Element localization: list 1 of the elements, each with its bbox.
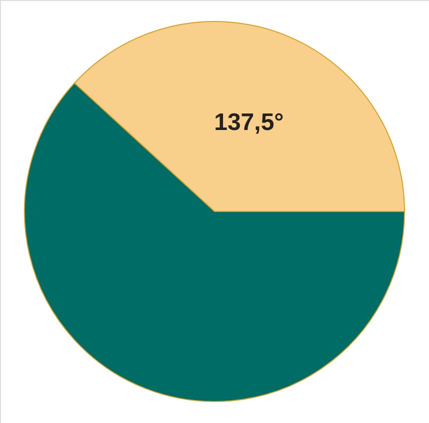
data-label: 137,5° [214, 108, 284, 136]
